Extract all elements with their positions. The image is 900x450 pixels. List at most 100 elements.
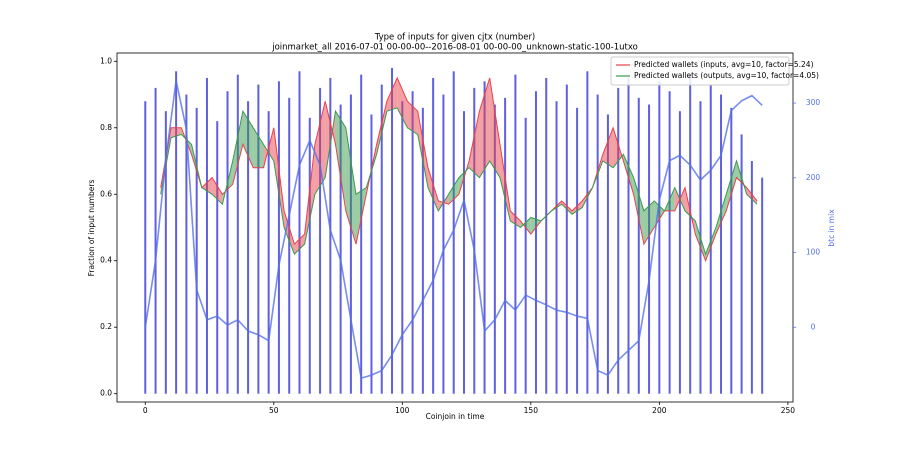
fill-between	[284, 210, 295, 255]
bar	[627, 77, 630, 394]
line	[144, 80, 763, 380]
bar	[247, 101, 250, 394]
bar	[606, 114, 609, 394]
bar	[555, 101, 558, 394]
fill-between	[345, 127, 357, 245]
chart-title: Type of inputs for given cjtx (number)	[374, 33, 536, 43]
bar	[668, 91, 671, 394]
bar	[216, 121, 219, 394]
bar	[257, 84, 260, 394]
bar	[298, 71, 301, 394]
bar	[442, 94, 445, 394]
bar	[267, 111, 270, 394]
bar	[514, 74, 517, 394]
bar	[617, 87, 620, 394]
x-tick-label: 150	[524, 406, 539, 415]
fill-between	[407, 101, 418, 135]
bar	[730, 107, 733, 394]
bar	[277, 81, 280, 394]
fill-between	[397, 77, 408, 128]
fill-between	[273, 127, 285, 228]
bar	[483, 81, 486, 394]
y-tick-label: 0.2	[100, 322, 112, 331]
bar	[329, 77, 332, 394]
chart-subtitle: joinmarket_all 2016-07-01 00-00-00--2016…	[271, 43, 638, 53]
fill-between	[428, 167, 439, 211]
y-tick-label: 1.0	[100, 56, 112, 65]
bar	[401, 101, 404, 394]
bar	[432, 77, 435, 394]
bar	[175, 71, 178, 394]
bar	[154, 87, 157, 394]
y2-tick-label: 100	[806, 248, 821, 257]
bar	[339, 104, 342, 394]
fill-between	[253, 127, 264, 168]
bar	[360, 74, 363, 394]
fill-between	[201, 177, 213, 195]
bar	[236, 74, 239, 394]
y-tick-label: 0.0	[100, 389, 112, 398]
y2-tick-label: 0	[811, 322, 816, 331]
fill-between	[602, 127, 614, 168]
legend: Predicted wallets (inputs, avg=10, facto…	[610, 56, 819, 86]
y-tick-label: 0.6	[100, 189, 112, 198]
line	[160, 107, 758, 256]
fill-between	[643, 200, 655, 245]
fill-between	[561, 200, 572, 215]
y-axis-label: Fraction of input numbers	[87, 180, 96, 277]
bar	[144, 101, 147, 394]
bar	[709, 84, 712, 394]
bar	[761, 177, 764, 394]
x-tick-label: 50	[269, 406, 279, 415]
x-axis-label: Coinjoin in time	[426, 412, 485, 421]
y-tick-label: 0.4	[100, 256, 112, 265]
fill-between	[469, 111, 480, 178]
fill-between	[633, 177, 644, 245]
bar	[596, 94, 599, 394]
bar	[504, 97, 507, 394]
y-tick-label: 0.8	[100, 123, 112, 132]
fill-between	[386, 77, 398, 112]
fill-between	[448, 177, 459, 205]
bar	[226, 91, 229, 394]
line	[160, 76, 758, 263]
y2-tick-label: 200	[806, 173, 821, 182]
bar	[308, 117, 311, 394]
x-tick-label: 250	[781, 406, 796, 415]
bar	[524, 117, 527, 394]
bar	[565, 84, 568, 394]
fill-between	[613, 127, 624, 168]
bar	[689, 74, 692, 394]
bar	[185, 94, 188, 394]
fill-between	[571, 200, 583, 215]
bar	[534, 91, 537, 394]
fill-between	[242, 111, 254, 168]
fill-between	[726, 161, 737, 211]
bar	[370, 114, 373, 394]
bar	[195, 107, 198, 394]
fill-between	[232, 111, 243, 185]
bar	[637, 97, 640, 394]
bar	[380, 84, 383, 394]
bar	[411, 91, 414, 394]
fill-between	[314, 101, 326, 195]
bar	[658, 81, 661, 394]
bar	[452, 71, 455, 394]
x-tick-label: 200	[652, 406, 667, 415]
bar	[720, 94, 723, 394]
x-tick-label: 100	[395, 406, 410, 415]
bar	[576, 107, 579, 394]
bar	[678, 111, 681, 394]
fill-between	[417, 111, 429, 188]
fill-between	[705, 227, 716, 261]
bar	[421, 107, 424, 394]
x-tick-label: 0	[143, 406, 148, 415]
fill-between	[510, 210, 521, 228]
bar	[205, 77, 208, 394]
bar	[319, 87, 322, 394]
fill-between	[212, 177, 223, 205]
fill-between	[489, 77, 500, 178]
fill-between	[520, 217, 531, 235]
bar	[349, 94, 352, 394]
